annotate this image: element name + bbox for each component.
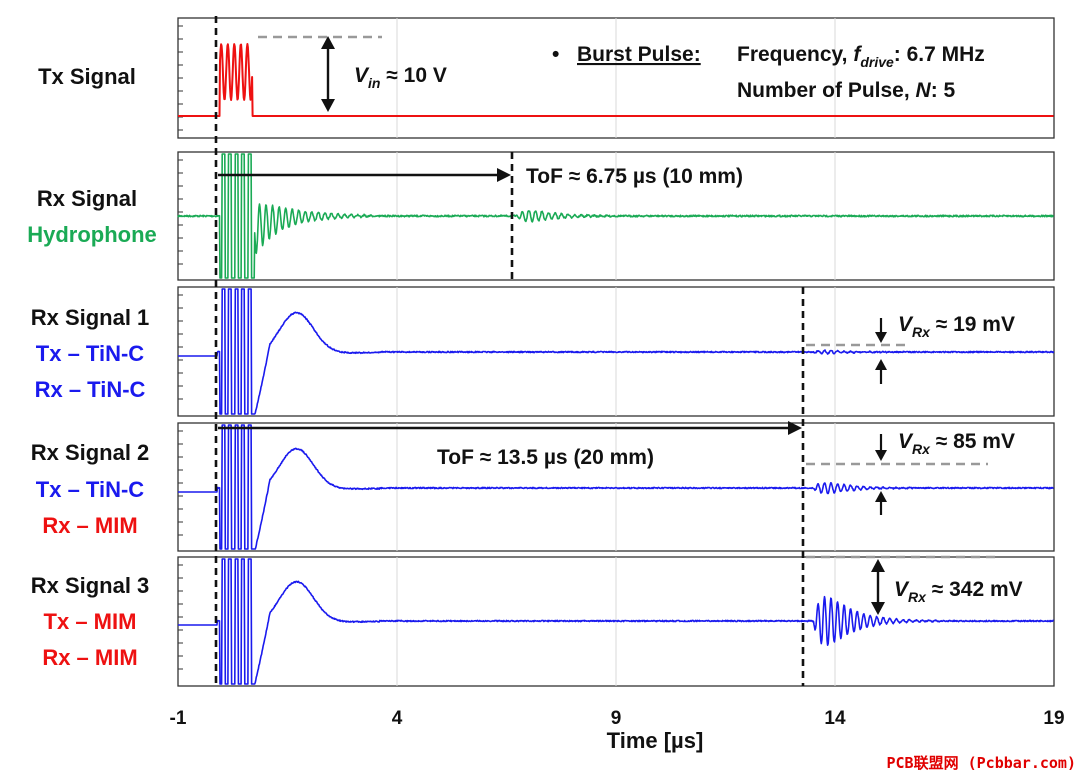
panel-tx — [177, 17, 1055, 139]
rx1-vrx-annotation: VRx ≈ 19 mV — [898, 313, 1015, 340]
panel-rx3 — [177, 556, 1055, 687]
burst-pulse-title: Burst Pulse: — [577, 43, 701, 66]
tof-10mm-annotation: ToF ≈ 6.75 µs (10 mm) — [526, 165, 743, 188]
rx-signal-1-trace — [177, 288, 1055, 415]
label-rx1-tx: Tx – TiN-C — [36, 341, 145, 366]
panel-rx1 — [177, 286, 1055, 417]
rx-signal-2-trace — [177, 424, 1054, 550]
x-tick-label: 14 — [824, 708, 846, 729]
drive-frequency-annotation: Frequency, fdrive: 6.7 MHz — [737, 43, 985, 70]
rx2-vrx-annotation: VRx ≈ 85 mV — [898, 430, 1015, 457]
label-rx-signal-2: Rx Signal 2 — [31, 440, 150, 465]
x-axis-label: Time [µs] — [607, 728, 704, 753]
x-tick-label: 4 — [392, 708, 403, 729]
vin-annotation: Vin ≈ 10 V — [354, 64, 447, 91]
hydrophone-signal-trace — [177, 153, 1055, 279]
label-rx-signal-1: Rx Signal 1 — [31, 305, 150, 330]
watermark: PCB联盟网 (Pcbbar.com) — [887, 754, 1077, 772]
vin-arrow — [321, 36, 335, 112]
burst-bullet: • — [552, 43, 559, 66]
tof-20mm-arrow — [218, 421, 802, 435]
label-hydrophone: Hydrophone — [27, 222, 157, 247]
pulse-count-annotation: Number of Pulse, N: 5 — [737, 79, 956, 102]
x-axis: -1 4 9 14 19 — [170, 708, 1065, 729]
x-tick-label: 19 — [1043, 708, 1064, 729]
x-tick-label: -1 — [170, 708, 187, 729]
panel-rx2 — [177, 422, 1055, 552]
label-rx2-rx: Rx – MIM — [42, 513, 137, 538]
x-tick-label: 9 — [611, 708, 622, 729]
label-rx3-tx: Tx – MIM — [44, 609, 137, 634]
rx3-vrx-annotation: VRx ≈ 342 mV — [894, 578, 1023, 605]
label-rx2-tx: Tx – TiN-C — [36, 477, 145, 502]
tof-10mm-arrow — [218, 168, 511, 182]
label-tx-signal: Tx Signal — [38, 64, 136, 89]
rx2-vrx-arrows — [875, 434, 887, 515]
label-rx3-rx: Rx – MIM — [42, 645, 137, 670]
rx3-vrx-arrow — [871, 559, 885, 615]
label-rx-signal: Rx Signal — [37, 186, 137, 211]
panel-rx-hydrophone — [177, 151, 1055, 281]
tx-signal-trace — [177, 43, 1055, 117]
rx1-vrx-arrows — [875, 318, 887, 384]
label-rx1-rx: Rx – TiN-C — [35, 377, 146, 402]
rx-signal-3-trace — [177, 558, 1055, 685]
tof-20mm-annotation: ToF ≈ 13.5 µs (20 mm) — [437, 446, 654, 469]
label-rx-signal-3: Rx Signal 3 — [31, 573, 150, 598]
